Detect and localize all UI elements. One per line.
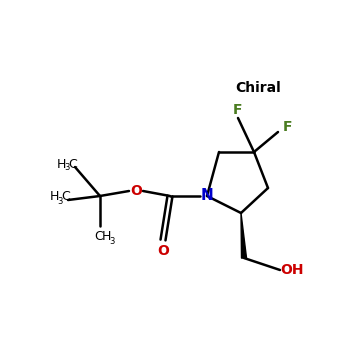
Polygon shape: [241, 213, 246, 258]
Text: F: F: [282, 120, 292, 134]
Text: 3: 3: [64, 163, 70, 173]
Text: C: C: [94, 231, 103, 244]
Text: O: O: [157, 244, 169, 258]
Text: 3: 3: [109, 237, 115, 245]
Text: C: C: [62, 190, 70, 203]
Text: O: O: [130, 184, 142, 198]
Text: H: H: [56, 158, 66, 170]
Text: F: F: [232, 103, 242, 117]
Text: N: N: [201, 189, 214, 203]
Text: C: C: [69, 158, 77, 170]
Text: H: H: [49, 190, 59, 203]
Text: Chiral: Chiral: [235, 81, 281, 95]
Text: H: H: [101, 231, 111, 244]
Text: 3: 3: [57, 196, 63, 205]
Text: OH: OH: [280, 263, 304, 277]
